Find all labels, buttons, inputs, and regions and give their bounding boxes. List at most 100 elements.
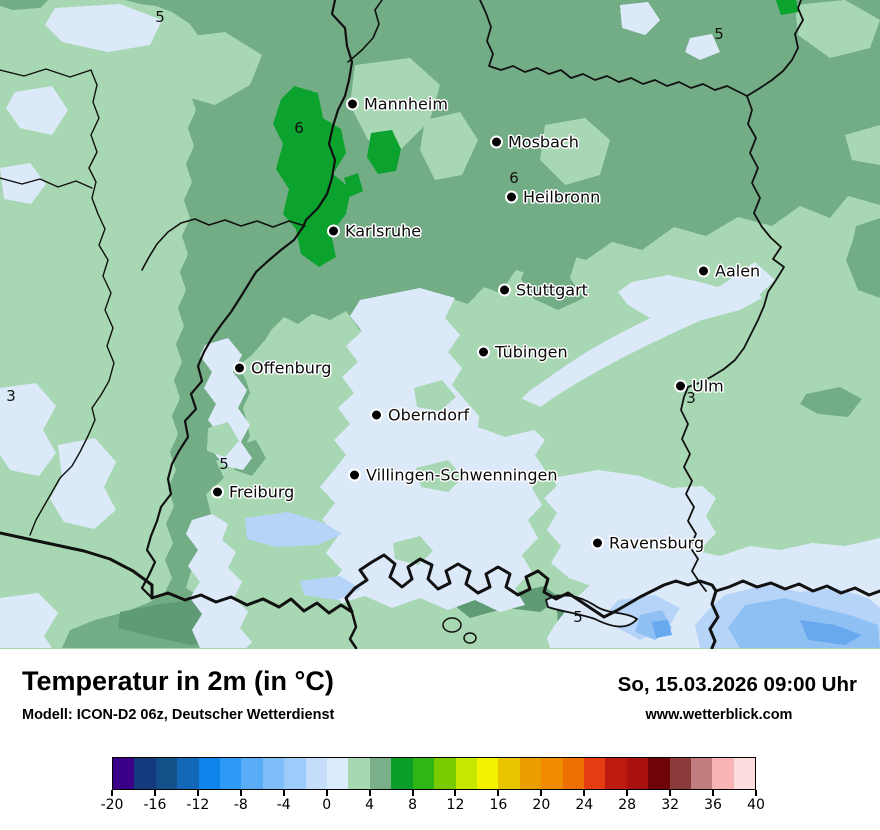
colorbar-cell — [369, 758, 392, 789]
region-pale-fleck — [685, 34, 720, 60]
colorbar-tick-label: 40 — [747, 797, 765, 813]
border-neckar-short — [347, 0, 383, 63]
colorbar-tick-label: -4 — [276, 797, 291, 813]
colorbar-cell — [262, 758, 285, 789]
border-french-interior-2 — [0, 177, 93, 189]
region-mint-patch — [540, 118, 610, 185]
colorbar-cell — [434, 758, 456, 789]
region-blue-tint — [300, 576, 361, 600]
colorbar-cell — [305, 758, 328, 789]
region-pale-aalen-south — [618, 275, 762, 325]
region-sea-top-left-sliver — [0, 0, 48, 10]
lake-constance — [544, 594, 639, 628]
colorbar-tick — [755, 790, 757, 796]
forecast-datetime: So, 15.03.2026 09:00 Uhr — [617, 673, 857, 696]
colorbar-cell — [712, 758, 734, 789]
colorbar-cell — [155, 758, 178, 789]
colorbar-tick-label: 8 — [408, 797, 417, 813]
region-pale-west — [50, 438, 116, 529]
website-credit: www.wetterblick.com — [645, 707, 793, 723]
region-sea-stuttgart-se — [520, 236, 584, 310]
model-info: Modell: ICON-D2 06z, Deutscher Wetterdie… — [22, 707, 335, 723]
region-pale-alb-central — [320, 288, 545, 612]
colorbar-cell — [519, 758, 542, 789]
colorbar-cell — [348, 758, 370, 789]
border-lauter-branch — [141, 218, 306, 271]
colorbar-cell — [648, 758, 670, 789]
region-mint-inside-pale — [414, 380, 456, 411]
region-pale-rhine-north — [200, 338, 252, 470]
region-mint-patch — [155, 32, 262, 105]
border-schaffhausen-south — [348, 610, 358, 649]
region-blue-tint — [245, 512, 342, 547]
region-mint-patch — [795, 0, 880, 58]
region-sea-green-main — [62, 0, 880, 648]
colorbar-tick — [497, 790, 500, 796]
colorbar-tick — [669, 790, 672, 796]
border-swiss-main — [150, 553, 718, 619]
temperature-map: Mannheim Mosbach Heilbronn Karlsruhe Stuttga… — [0, 0, 880, 649]
page-title: Temperatur in 2m (in °C) — [22, 666, 334, 696]
colorbar-cell — [220, 758, 242, 789]
region-mint-inside-pale — [416, 460, 463, 492]
colorbar-cell — [690, 758, 713, 789]
colorbar-cell — [134, 758, 156, 789]
colorbar-cell — [541, 758, 563, 789]
border-bregenz-south — [708, 589, 720, 649]
region-mint-patch — [420, 112, 478, 180]
region-blue-deep — [800, 620, 862, 645]
colorbar-cell — [626, 758, 649, 789]
colorbar-cell — [733, 758, 756, 789]
region-bright-green-blob — [367, 130, 401, 174]
colorbar-tick — [583, 790, 586, 796]
colorbar-cell — [455, 758, 477, 789]
region-mint-patch — [350, 58, 440, 150]
colorbar-cell — [391, 758, 413, 789]
region-pale-west — [6, 86, 68, 135]
colorbar-cell — [113, 758, 135, 789]
colorbar-tick — [111, 790, 113, 796]
colorbar-cell — [198, 758, 221, 789]
region-mint-inside-pale — [393, 536, 433, 565]
colorbar-cell — [241, 758, 263, 789]
colorbar-cell — [284, 758, 306, 789]
region-mint-inside-pale — [207, 422, 239, 457]
border-swiss-west — [0, 531, 154, 600]
colorbar-cell — [583, 758, 606, 789]
region-mint-patch — [845, 125, 880, 165]
colorbar-cell — [177, 758, 199, 789]
region-mint-inside-pale — [478, 398, 548, 437]
colorbar-tick — [196, 790, 199, 796]
region-bright-green-blob — [776, 0, 799, 15]
region-bright-green-blob — [344, 173, 363, 197]
border-enclave-loop — [463, 632, 477, 644]
colorbar-tick-label: -12 — [186, 797, 210, 813]
colorbar-tick — [368, 790, 371, 796]
colorbar-cell — [498, 758, 520, 789]
colorbar-cell — [605, 758, 627, 789]
region-pale-sw-corner — [0, 593, 58, 648]
map-canvas — [0, 0, 880, 649]
colorbar-tick — [325, 790, 328, 796]
colorbar-tick-label: 36 — [704, 797, 722, 813]
colorbar-tick-label: 12 — [446, 797, 465, 813]
colorbar-tick-label: 24 — [575, 797, 594, 813]
colorbar-tick — [712, 790, 715, 796]
colorbar-tick-label: 16 — [489, 797, 508, 813]
region-blue-deep — [652, 620, 672, 638]
border-rhine-french — [140, 0, 354, 600]
border-hessen-bavaria — [479, 0, 785, 592]
region-pale-west — [0, 383, 56, 476]
colorbar-tick-label: 0 — [322, 797, 332, 813]
colorbar-tick — [153, 790, 156, 796]
colorbar-tick-label: 28 — [618, 797, 637, 813]
colorbar-cell — [476, 758, 499, 789]
colorbar-tick-label: 32 — [661, 797, 680, 813]
colorbar-cell — [669, 758, 691, 789]
region-pale-topleft — [45, 4, 162, 52]
colorbar-ticks: -20 -16 -12 -8 -4 0 4 8 12 16 20 24 28 32 36 40 — [101, 790, 765, 820]
colorbar-tick-label: -16 — [143, 797, 167, 813]
border-austria-east — [714, 579, 880, 597]
colorbar-tick-label: 20 — [532, 797, 551, 813]
